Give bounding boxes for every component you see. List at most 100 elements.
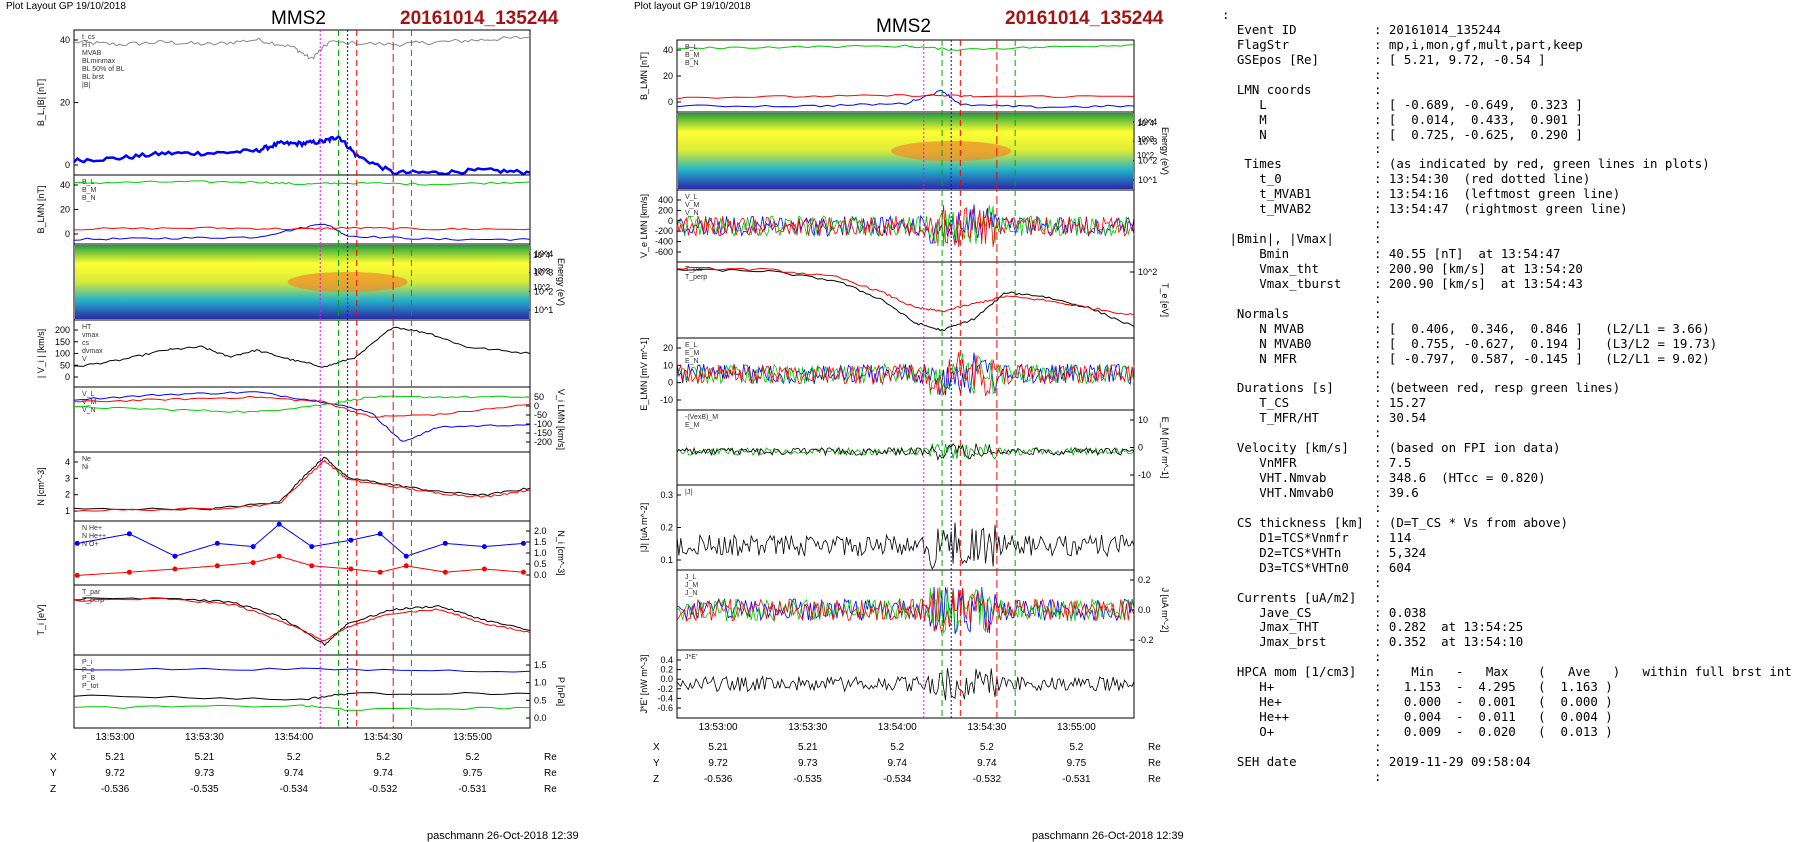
info-value: : <box>1374 231 1382 247</box>
series-line <box>77 555 524 576</box>
time-tick-label: 13:53:30 <box>185 732 224 743</box>
ephemeris-value: -0.535 <box>794 774 823 785</box>
data-point <box>276 521 282 527</box>
data-point <box>481 566 487 572</box>
info-key: VHT.Nmvab0 <box>1222 485 1334 500</box>
time-tick-label: 13:53:30 <box>788 722 827 733</box>
legend-entry: BL 50% of BL <box>82 66 125 73</box>
y-tick-label: -150 <box>534 428 552 438</box>
y-axis-label: |J| [uA m^-2] <box>639 503 649 552</box>
data-point <box>481 544 487 550</box>
legend-entry: V_M <box>82 399 97 406</box>
info-row: N MFR: [ -0.797, 0.587, -0.145 ] (L2/L1 … <box>1222 350 1792 367</box>
info-key: M <box>1222 111 1267 127</box>
ephemeris-value: -0.534 <box>280 784 309 795</box>
panel-frame <box>73 451 531 522</box>
y-tick-label: 0.2 <box>660 665 673 675</box>
time-tick-label: 13:55:00 <box>1057 722 1096 733</box>
info-row: : <box>1222 66 1792 83</box>
y-tick-label: 50 <box>534 392 544 402</box>
ephemeris-unit: Re <box>544 784 557 795</box>
left-footer: paschmann 26-Oct-2018 12:39 <box>427 830 579 842</box>
info-value: : <box>1374 66 1382 82</box>
info-key: O+ <box>1222 724 1275 739</box>
legend-entry: Ni <box>82 464 89 471</box>
legend-entry: MVAB <box>82 50 102 57</box>
ephemeris-value: 5.21 <box>708 742 728 753</box>
info-row: : <box>1222 738 1792 755</box>
info-value: : <box>1374 425 1382 441</box>
panel-frame <box>676 409 1135 486</box>
info-row: Bmin: 40.55 [nT] at 13:54:47 <box>1222 246 1792 262</box>
panel-frame <box>676 39 1135 113</box>
info-row: D3=TCS*VHTn0: 604 <box>1222 559 1792 576</box>
legend-entry: B_N <box>685 60 699 67</box>
ephemeris-label: X <box>653 742 660 753</box>
info-key: Velocity [km/s] <box>1222 440 1349 456</box>
info-row: : <box>1222 649 1792 665</box>
info-value: : <box>1374 738 1382 754</box>
y-tick-label: 10 <box>1138 415 1148 425</box>
y-tick-label: 2 <box>65 490 70 500</box>
legend-entry: V_L <box>82 391 95 398</box>
y-tick-label: -0.2 <box>1138 635 1154 645</box>
y-tick-label: -10 <box>660 395 673 405</box>
info-value: : 604 <box>1374 559 1412 575</box>
series-line <box>676 668 1135 701</box>
info-row: VnMFR: 7.5 <box>1222 455 1792 471</box>
info-key: SEH date <box>1222 753 1297 769</box>
time-tick-label: 13:54:00 <box>878 722 917 733</box>
legend-entry: V_M <box>685 202 700 209</box>
info-value: : [ 0.406, 0.346, 0.846 ] (L2/L1 = 3.66) <box>1374 320 1710 336</box>
y-axis-label: Energy (eV) <box>556 258 566 306</box>
info-key: Durations [s] <box>1222 380 1334 396</box>
info-value: : (based on FPI ion data) <box>1374 440 1561 456</box>
legend-entry: V_N <box>82 407 96 414</box>
info-key: L <box>1222 96 1267 112</box>
info-row: GSEpos [Re]: [ 5.21, 9.72, -0.54 ] <box>1222 52 1792 68</box>
legend-entry: V <box>82 356 87 363</box>
info-value: : (D=T_CS * Vs from above) <box>1374 514 1568 530</box>
info-key: VHT.Nmvab <box>1222 470 1327 486</box>
y-axis-label: B_LMN [nT] <box>36 185 46 233</box>
info-key: N <box>1222 126 1267 142</box>
right-event-title: 20161014_135244 <box>1005 8 1164 29</box>
ephemeris-value: -0.535 <box>190 784 219 795</box>
y-tick-label: 2.0 <box>534 526 547 536</box>
y-tick-label: 10^4 <box>1138 117 1157 127</box>
info-row: FlagStr: mp,i,mon,gf,mult,part,keep <box>1222 37 1792 53</box>
y-tick-label: 200 <box>658 205 673 215</box>
ephemeris-value: -0.534 <box>883 774 912 785</box>
y-axis-label: | V_i | [km/s] <box>36 329 46 378</box>
ephemeris-value: -0.532 <box>369 784 398 795</box>
info-value: : 0.009 - 0.020 ( 0.013 ) <box>1374 724 1613 739</box>
legend-entry: B_L <box>82 179 95 186</box>
y-tick-label: 0.2 <box>1138 575 1151 585</box>
legend-entry: P_i <box>82 659 93 666</box>
info-value: : [ -0.797, 0.587, -0.145 ] (L2/L1 = 9.0… <box>1374 350 1710 366</box>
info-key: CS thickness [km] <box>1222 514 1364 530</box>
time-tick-label: 13:55:00 <box>453 732 492 743</box>
info-value: : 0.000 - 0.001 ( 0.000 ) <box>1374 694 1613 710</box>
legend-entry: P_B <box>82 675 96 682</box>
series-line <box>676 443 1135 460</box>
series-line <box>73 395 531 413</box>
ephemeris-value: 5.2 <box>1069 742 1083 753</box>
data-point <box>403 563 409 569</box>
y-tick-label: 10^2 <box>534 286 553 296</box>
legend-entry: E_L <box>685 342 698 349</box>
data-point <box>214 563 220 569</box>
series-line <box>676 352 1135 396</box>
info-key: He+ <box>1222 694 1282 710</box>
data-point <box>126 531 132 537</box>
info-key: He++ <box>1222 709 1290 725</box>
info-value: : 40.55 [nT] at 13:54:47 <box>1374 246 1561 261</box>
y-tick-label: 20 <box>60 98 70 108</box>
legend-entry: E_M <box>685 422 700 429</box>
series-line <box>74 326 531 368</box>
legend-entry: t_cs <box>82 34 95 41</box>
y-tick-label: 1.5 <box>534 537 547 547</box>
time-tick-label: 13:54:00 <box>274 732 313 743</box>
info-value: : <box>1374 305 1382 321</box>
